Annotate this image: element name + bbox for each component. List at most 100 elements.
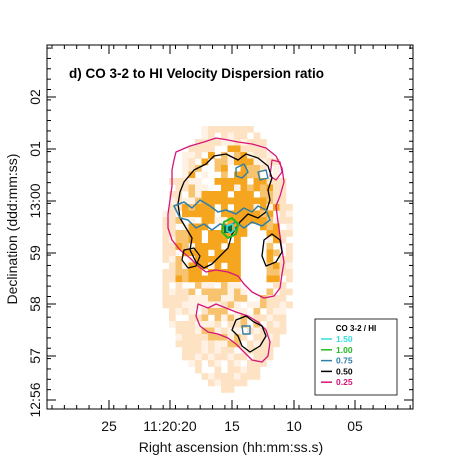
- heatmap-cell: [188, 334, 196, 341]
- heatmap-cell: [175, 243, 183, 250]
- heatmap-cell: [221, 301, 228, 309]
- heatmap-cell: [208, 275, 215, 283]
- heatmap-cell: [208, 269, 215, 276]
- heatmap-cell: [214, 217, 222, 224]
- heatmap-cell: [266, 249, 274, 257]
- heatmap-cell: [221, 308, 228, 315]
- heatmap-cell: [195, 334, 202, 341]
- heatmap-cell: [234, 262, 241, 270]
- heatmap-cell: [208, 340, 215, 348]
- heatmap-cell: [240, 126, 248, 133]
- heatmap-cell: [175, 282, 183, 289]
- heatmap-cell: [188, 217, 196, 224]
- heatmap-cell: [253, 197, 261, 205]
- heatmap-cell: [227, 321, 235, 328]
- heatmap-cell: [240, 184, 248, 192]
- heatmap-cell: [214, 347, 222, 354]
- legend-label: 0.50: [336, 366, 353, 376]
- contour-0.50-east: [261, 233, 283, 267]
- heatmap-cell: [201, 314, 209, 322]
- heatmap-cell: [286, 301, 293, 309]
- heatmap-cell: [169, 197, 176, 205]
- heatmap-cell: [201, 295, 209, 302]
- heatmap-cell: [188, 145, 196, 153]
- heatmap-cell: [208, 301, 215, 309]
- heatmap-cell: [214, 230, 222, 237]
- heatmap-cell: [221, 191, 228, 198]
- heatmap-cell: [221, 236, 228, 244]
- heatmap-cell: [227, 243, 235, 250]
- heatmap-cell: [279, 295, 287, 302]
- heatmap-cell: [273, 334, 280, 341]
- heatmap-cell: [266, 327, 274, 335]
- legend-label: 0.25: [336, 377, 353, 387]
- heatmap-cell: [201, 262, 209, 270]
- heatmap-cell: [201, 197, 209, 205]
- heatmap-cell: [279, 204, 287, 211]
- heatmap-cell: [279, 191, 287, 198]
- heatmap-cell: [273, 340, 280, 348]
- legend-title: CO 3-2 / HI: [336, 324, 376, 333]
- heatmap-cell: [201, 191, 209, 198]
- heatmap-cell: [279, 301, 287, 309]
- heatmap-cell: [208, 243, 215, 250]
- heatmap-cell: [175, 327, 183, 335]
- heatmap-cell: [162, 256, 170, 263]
- heatmap-cell: [247, 360, 254, 367]
- heatmap-cell: [214, 256, 222, 263]
- heatmap-cell: [188, 360, 196, 367]
- heatmap-cell: [227, 178, 235, 185]
- heatmap-cell: [234, 204, 241, 211]
- heatmap-cell: [182, 197, 189, 205]
- heatmap-cell: [266, 243, 274, 250]
- heatmap-cell: [227, 139, 235, 146]
- peak-cell: [224, 225, 232, 233]
- heatmap-cell: [266, 314, 274, 322]
- heatmap-cell: [253, 158, 261, 166]
- heatmap-cell: [208, 327, 215, 335]
- heatmap-cell: [273, 217, 280, 224]
- heatmap-cell: [221, 275, 228, 283]
- heatmap-cell: [182, 204, 189, 211]
- heatmap-cell: [175, 295, 183, 302]
- heatmap-cell: [208, 262, 215, 270]
- heatmap-cell: [279, 210, 287, 218]
- heatmap-cell: [234, 217, 241, 224]
- heatmap-cell: [195, 243, 202, 250]
- heatmap-cell: [247, 217, 254, 224]
- heatmap-cell: [175, 178, 183, 185]
- heatmap-cell: [195, 282, 202, 289]
- heatmap-cell: [201, 282, 209, 289]
- heatmap-cell: [227, 217, 235, 224]
- heatmap-cell: [188, 152, 196, 159]
- heatmap-cell: [162, 282, 170, 289]
- heatmap-cell: [234, 126, 241, 133]
- heatmap-cell: [182, 269, 189, 276]
- heatmap-cell: [227, 262, 235, 270]
- heatmap-cell: [208, 295, 215, 302]
- heatmap-cell: [234, 360, 241, 367]
- heatmap-cell: [286, 210, 293, 218]
- heatmap-cell: [169, 256, 176, 263]
- heatmap-cell: [240, 308, 248, 315]
- heatmap-cell: [240, 373, 248, 380]
- heatmap-cell: [234, 269, 241, 276]
- heatmap-cell: [214, 126, 222, 133]
- heatmap-cell: [234, 295, 241, 302]
- heatmap-cell: [240, 314, 248, 322]
- chart-title: d) CO 3-2 to HI Velocity Dispersion rati…: [69, 66, 324, 81]
- heatmap-cell: [195, 327, 202, 335]
- heatmap-cell: [273, 236, 280, 244]
- heatmap-cell: [175, 230, 183, 237]
- heatmap-cell: [175, 262, 183, 270]
- heatmap-cell: [208, 217, 215, 224]
- heatmap-cell: [266, 223, 274, 231]
- heatmap-cell: [234, 366, 241, 374]
- heatmap-cell: [240, 379, 248, 387]
- heatmap-cell: [169, 191, 176, 198]
- heatmap-cell: [208, 197, 215, 205]
- heatmap-cell: [162, 275, 170, 283]
- heatmap-cell: [195, 360, 202, 367]
- heatmap-cell: [201, 217, 209, 224]
